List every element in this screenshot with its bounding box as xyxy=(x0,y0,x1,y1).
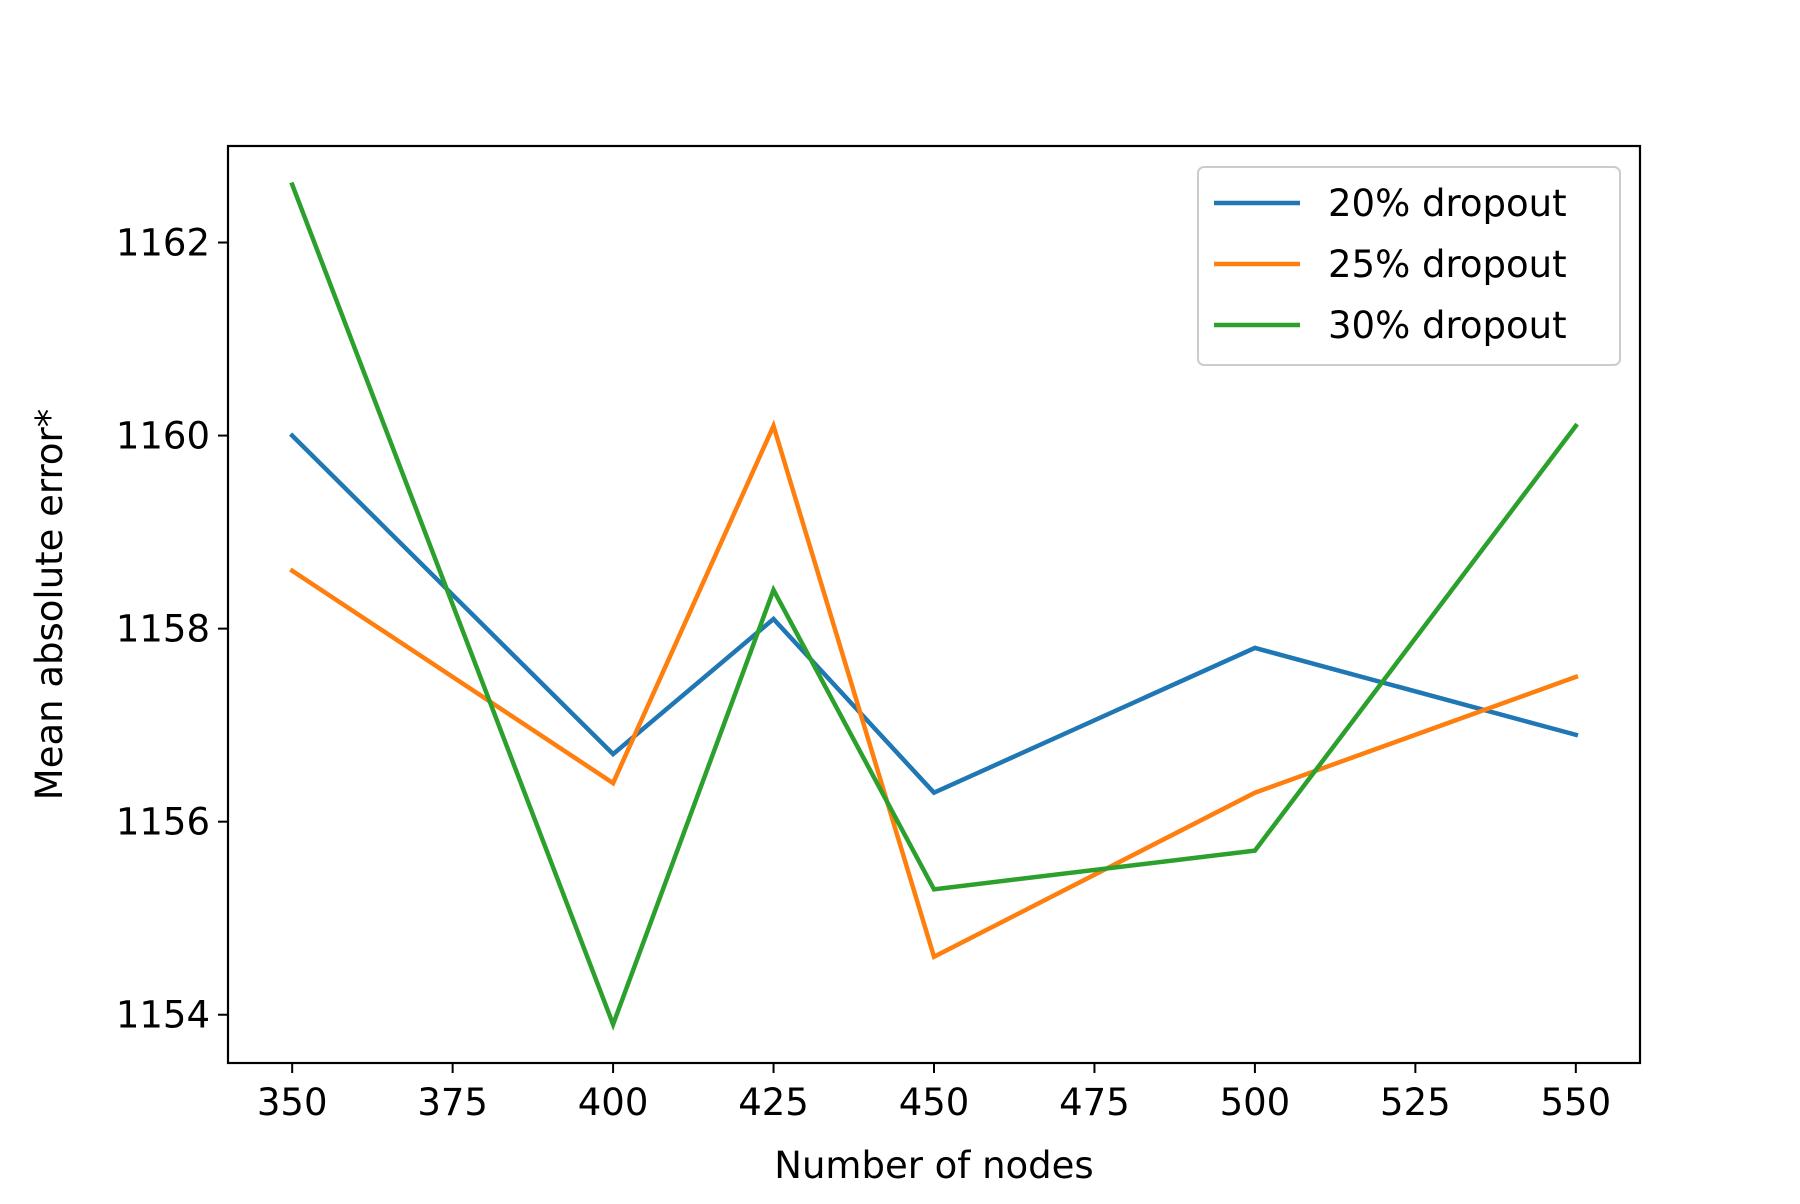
y-tick-label: 1154 xyxy=(116,994,210,1037)
x-axis-title: Number of nodes xyxy=(774,1144,1093,1187)
x-tick-label: 375 xyxy=(417,1081,488,1124)
x-tick-label: 350 xyxy=(257,1081,328,1124)
series-line-1 xyxy=(289,432,1579,796)
legend-box xyxy=(1197,166,1621,366)
y-tick-label: 1160 xyxy=(116,415,210,458)
series-line-2 xyxy=(289,419,1579,961)
x-tick-label: 450 xyxy=(899,1081,970,1124)
x-axis-ticks: 350 375 400 425 450 475 500 525 550 xyxy=(257,1063,1611,1124)
x-tick-label: 550 xyxy=(1541,1081,1612,1124)
legend-label: 30% dropout xyxy=(1328,304,1567,347)
series-line-3 xyxy=(289,181,1579,1031)
legend-label: 25% dropout xyxy=(1328,243,1567,286)
x-tick-label: 425 xyxy=(738,1081,809,1124)
y-tick-label: 1158 xyxy=(116,608,210,651)
x-tick-label: 475 xyxy=(1059,1081,1130,1124)
legend-label: 20% dropout xyxy=(1328,182,1567,225)
x-tick-label: 525 xyxy=(1380,1081,1451,1124)
series-lines xyxy=(289,181,1579,1031)
y-axis-ticks: 1154 1156 1158 1160 1162 xyxy=(116,222,228,1037)
x-tick-label: 400 xyxy=(578,1081,649,1124)
legend: 20% dropout 25% dropout 30% dropout xyxy=(1197,166,1621,366)
y-tick-label: 1156 xyxy=(116,801,210,844)
y-axis-title: Mean absolute error* xyxy=(28,409,71,800)
x-tick-label: 500 xyxy=(1220,1081,1291,1124)
y-tick-label: 1162 xyxy=(116,222,210,265)
